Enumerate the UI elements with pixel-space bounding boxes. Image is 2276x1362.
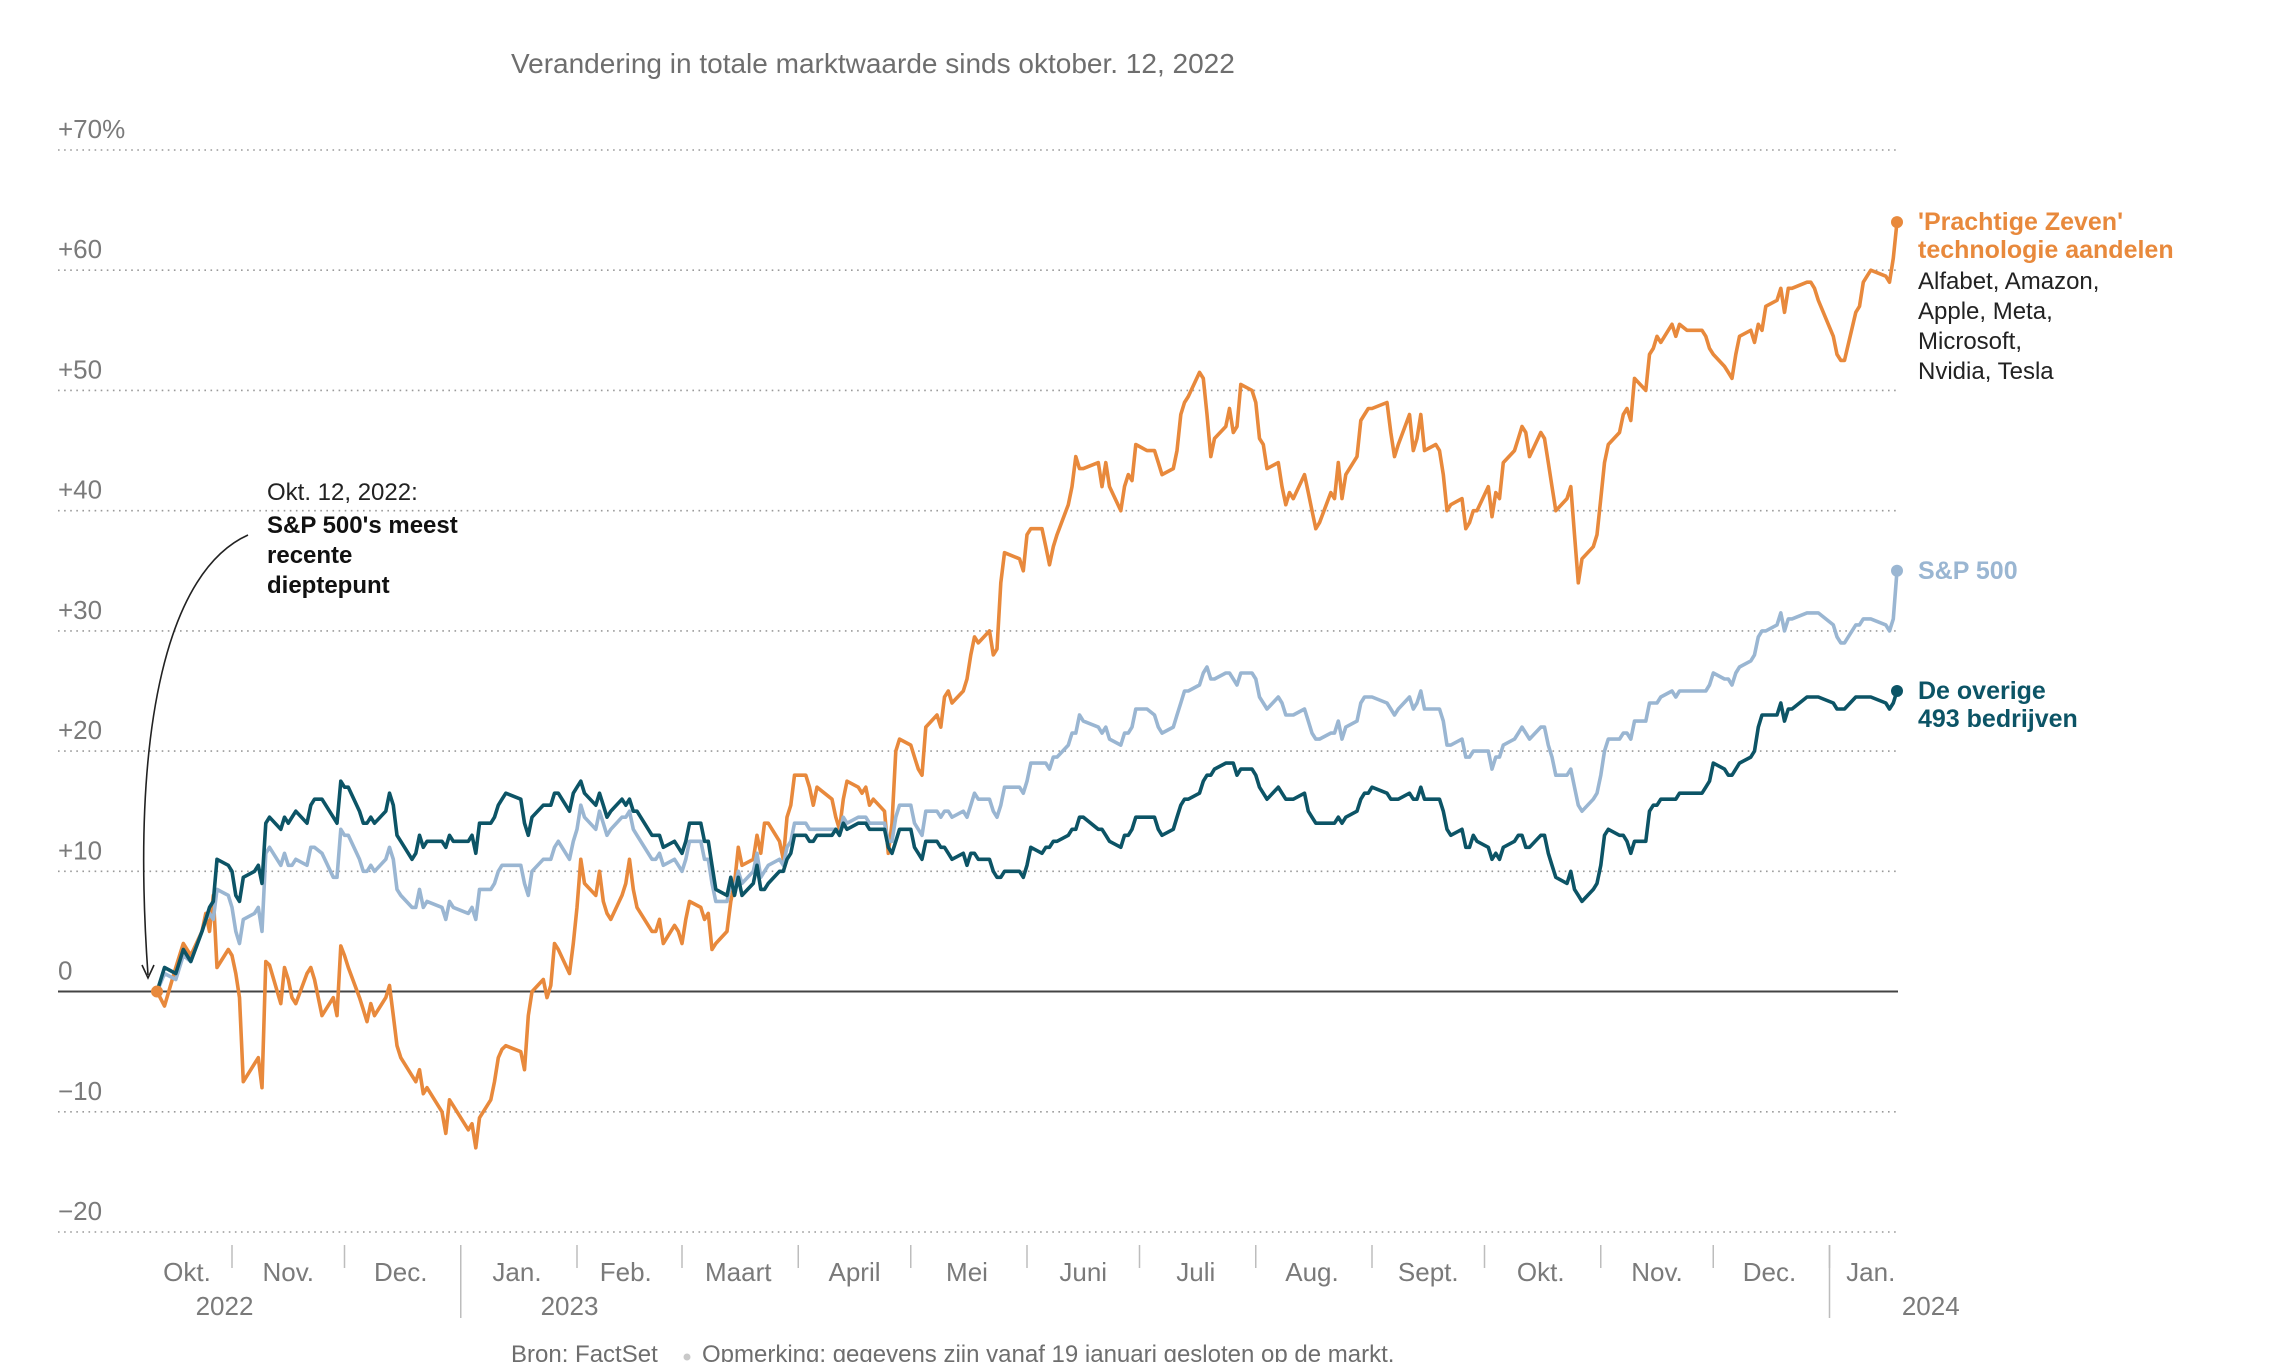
series-label-sp500: S&P 500: [1918, 557, 2018, 585]
annotation-line-3: dieptepunt: [267, 572, 390, 599]
y-tick-label: +50: [58, 354, 102, 384]
footer-separator-dot: [683, 1353, 691, 1361]
x-tick-label: Juni: [1059, 1257, 1107, 1287]
x-year-label: 2024: [1902, 1291, 1960, 1321]
x-tick-label: Juli: [1176, 1257, 1215, 1287]
x-tick-label: April: [828, 1257, 880, 1287]
series-label-mag7: technologie aandelen: [1918, 236, 2174, 264]
x-tick-label: Okt.: [1517, 1257, 1565, 1287]
series-end-marker-rest: [1891, 685, 1903, 697]
series-lines: [151, 216, 1903, 1150]
x-axis-ticks: Okt. Nov. Dec. Jan. Feb. Maart April Mei Juni Jul…: [163, 1245, 1960, 1321]
x-tick-label: Okt.: [163, 1257, 211, 1287]
x-tick-label: Feb.: [600, 1257, 652, 1287]
series-sublabel-mag7: Microsoft,: [1918, 328, 2022, 355]
series-sublabel-mag7: Nvidia, Tesla: [1918, 358, 2054, 385]
x-tick-label: Aug.: [1285, 1257, 1339, 1287]
y-tick-label: −20: [58, 1196, 102, 1226]
series-line-sp500: [155, 569, 1899, 994]
y-tick-label: −10: [58, 1076, 102, 1106]
x-tick-label: Maart: [705, 1257, 772, 1287]
series-label-mag7: 'Prachtige Zeven': [1918, 208, 2123, 236]
series-end-marker-mag7: [1891, 216, 1903, 229]
y-tick-label: +10: [58, 835, 102, 865]
series-sublabel-mag7: Apple, Meta,: [1918, 298, 2053, 325]
footer-source: Bron: FactSet: [511, 1341, 658, 1362]
series-sublabel-mag7: Alfabet, Amazon,: [1918, 268, 2099, 295]
x-year-label: 2023: [541, 1291, 599, 1321]
series-line-mag7: [155, 220, 1899, 1150]
x-tick-label: Dec.: [1743, 1257, 1796, 1287]
annotation-line-1: S&P 500's meest: [267, 512, 458, 539]
y-tick-label: +30: [58, 595, 102, 625]
annotation-arrow: [142, 534, 249, 976]
annotation-date: Okt. 12, 2022:: [267, 479, 418, 506]
y-tick-label: +60: [58, 234, 102, 264]
y-tick-label: +40: [58, 475, 102, 505]
series-start-marker: [151, 985, 163, 998]
y-axis-ticks: +70% +60 +50 +40 +30 +20 +10 0 −10 −20: [58, 114, 125, 1226]
series-label-rest: De overige: [1918, 677, 2046, 705]
annotation-line-2: recente: [267, 542, 352, 569]
annotation-arrowhead: [141, 964, 155, 980]
series-label-rest: 493 bedrijven: [1918, 705, 2078, 733]
y-tick-label: +70%: [58, 114, 125, 144]
y-tick-label: 0: [58, 956, 72, 986]
series-labels: 'Prachtige Zeven'technologie aandelen Alf…: [1918, 208, 2174, 733]
series-end-marker-sp500: [1891, 564, 1903, 577]
low-point-annotation: Okt. 12, 2022: S&P 500's meest recente d…: [141, 479, 458, 980]
x-tick-label: Nov.: [1631, 1257, 1683, 1287]
x-tick-label: Jan.: [1846, 1257, 1895, 1287]
x-tick-label: Sept.: [1398, 1257, 1459, 1287]
x-year-label: 2022: [196, 1291, 254, 1321]
footer-note: Opmerking: gegevens zijn vanaf 19 januar…: [702, 1341, 1394, 1362]
chart-subtitle: Verandering in totale marktwaarde sinds …: [511, 48, 1235, 79]
x-tick-label: Nov.: [262, 1257, 314, 1287]
x-tick-label: Mei: [946, 1257, 988, 1287]
y-tick-label: +20: [58, 715, 102, 745]
series-line-rest: [155, 689, 1899, 994]
chart-footer: Bron: FactSet Opmerking: gegevens zijn v…: [511, 1341, 1394, 1362]
x-tick-label: Jan.: [492, 1257, 541, 1287]
x-tick-label: Dec.: [374, 1257, 427, 1287]
gridlines: [58, 149, 1898, 1233]
